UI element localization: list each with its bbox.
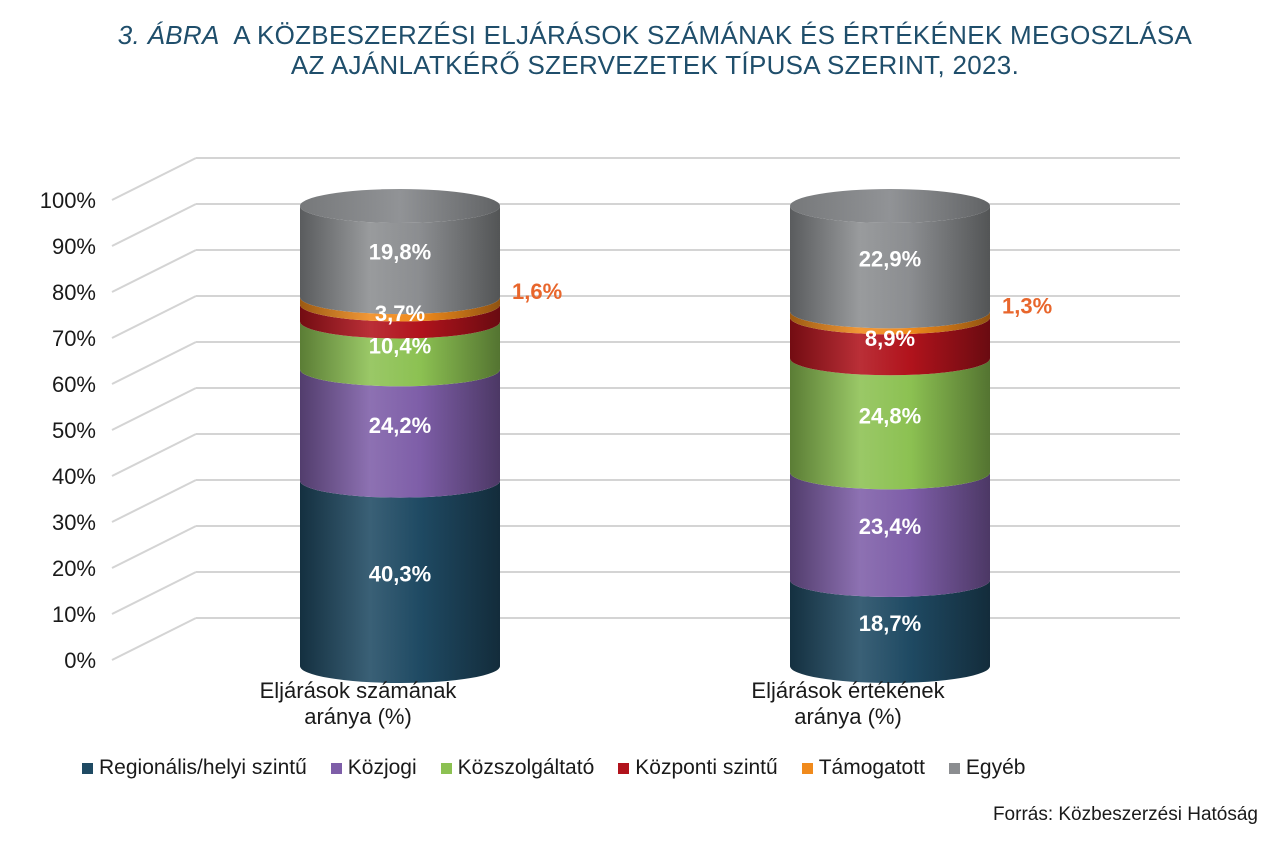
y-tick-label: 0% [64,648,96,673]
y-tick-label: 50% [52,418,96,443]
x-category-label: aránya (%) [304,704,412,729]
bar-segment [300,369,500,498]
y-tick-label: 20% [52,556,96,581]
data-label: 1,3% [1002,293,1052,318]
chart-legend: Regionális/helyi szintű Közjogi Közszolgál… [82,756,1049,780]
legend-label: Közszolgáltató [457,756,595,779]
gridline-diagonal [111,525,197,569]
legend-item: Támogatott [801,756,925,780]
x-category-label: aránya (%) [794,704,902,729]
gridline-diagonal [111,433,197,477]
y-tick-label: 100% [40,188,96,213]
legend-item: Központi szintű [618,756,778,780]
y-tick-label: 70% [52,326,96,351]
data-label: 1,6% [512,279,562,304]
y-tick-label: 80% [52,280,96,305]
bar-segment [300,206,500,315]
data-label: 22,9% [859,247,921,272]
data-label: 18,7% [859,611,921,636]
bar-segment [790,206,990,329]
y-tick-label: 30% [52,510,96,535]
bar-segment [300,321,500,387]
legend-item: Regionális/helyi szintű [82,756,307,780]
x-category-label: Eljárások számának [260,678,458,703]
legend-label: Egyéb [965,756,1026,779]
gridline-diagonal [111,571,197,615]
legend-item: Közjogi [330,756,417,780]
title-figure-label: 3. ÁBRA [117,20,220,50]
gridline-diagonal [111,249,197,293]
legend-swatch [801,762,813,774]
legend-label: Regionális/helyi szintű [99,756,307,779]
bar-segment [790,317,990,376]
y-tick-label: 60% [52,372,96,397]
data-label: 10,4% [369,333,431,358]
title-line-1: A KÖZBESZERZÉSI ELJÁRÁSOK SZÁMÁNAK ÉS ÉR… [233,20,1193,50]
gridline-diagonal [111,387,197,431]
bar-segment [790,472,990,597]
data-label: 24,8% [859,403,921,428]
legend-swatch [440,762,452,774]
data-label: 8,9% [865,326,915,351]
gridline-diagonal [111,295,197,339]
legend-swatch [948,762,960,774]
bar-segment [790,579,990,683]
data-label: 19,8% [369,240,431,265]
bar-segment [300,297,500,322]
bar-segment [790,358,990,490]
legend-label: Közjogi [347,756,417,779]
bar-segment [300,480,500,683]
legend-swatch [618,762,630,774]
y-tick-label: 90% [52,234,96,259]
gridline-diagonal [111,617,197,661]
data-label: 40,3% [369,561,431,586]
bar-segment [790,311,990,335]
data-label: 24,2% [369,413,431,438]
legend-label: Támogatott [818,756,925,779]
gridline-diagonal [111,157,197,201]
legend-label: Központi szintű [635,756,778,779]
legend-item: Közszolgáltató [440,756,595,780]
y-tick-label: 40% [52,464,96,489]
legend-swatch [82,762,93,774]
y-tick-label: 10% [52,602,96,627]
bar-top-cap [300,189,500,223]
data-label: 3,7% [375,301,425,326]
legend-swatch [330,762,342,774]
gridline-diagonal [111,341,197,385]
chart-title: 3. ÁBRA A KÖZBESZERZÉSI ELJÁRÁSOK SZÁMÁN… [0,20,1280,80]
source-note: Forrás: Közbeszerzési Hatóság [992,804,1258,825]
bar-top-cap [790,189,990,223]
data-label: 23,4% [859,514,921,539]
title-line-2: AZ AJÁNLATKÉRŐ SZERVEZETEK TÍPUSA SZERIN… [290,50,1020,80]
legend-item: Egyéb [948,756,1026,780]
gridline-diagonal [111,479,197,523]
gridline-diagonal [111,203,197,247]
x-category-label: Eljárások értékének [751,678,945,703]
bar-segment [300,304,500,339]
